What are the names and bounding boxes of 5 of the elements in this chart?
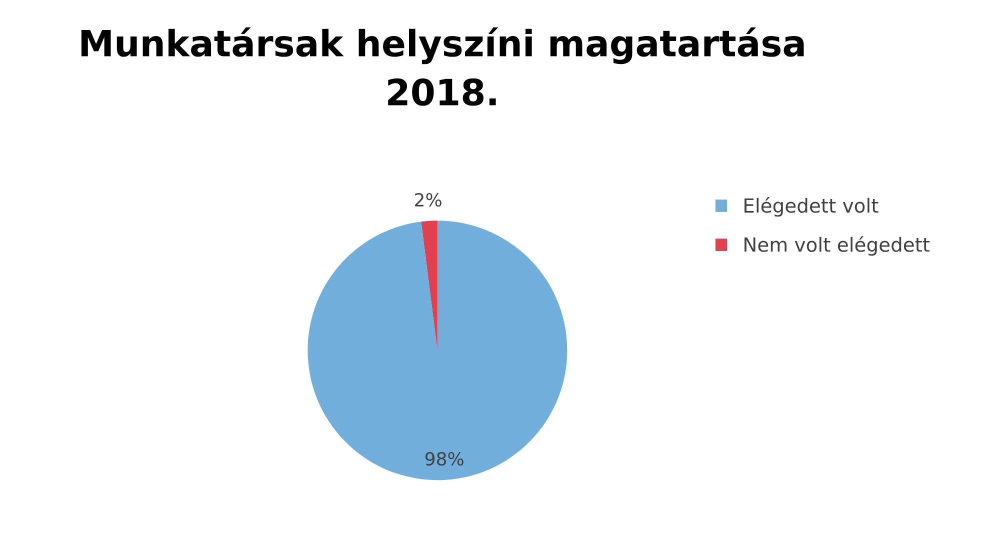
chart-title: Munkatársak helyszíni magatartása 2018. <box>81 27 804 106</box>
legend-label: Elégedett volt <box>744 197 878 217</box>
legend-label: Nem volt elégedett <box>744 236 930 256</box>
data-label: 98% <box>425 452 464 466</box>
data-label: 2% <box>415 193 442 207</box>
